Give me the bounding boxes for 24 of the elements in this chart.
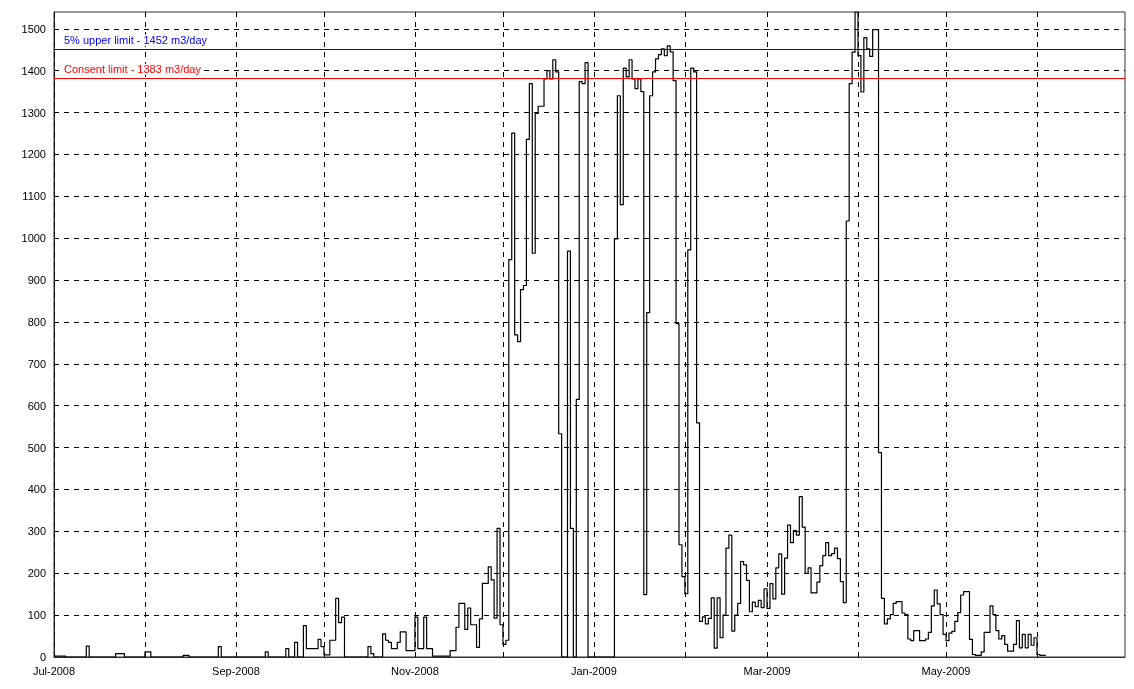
y-tick-label: 1300: [21, 106, 46, 119]
y-tick-label: 100: [27, 609, 46, 622]
y-tick-label: 600: [27, 399, 46, 412]
y-tick-label: 400: [27, 483, 46, 496]
x-tick-label: Nov-2008: [391, 664, 439, 677]
x-tick-label: Jan-2009: [570, 664, 617, 677]
y-tick-label: 1500: [21, 22, 46, 35]
y-tick-label: 0: [39, 651, 46, 663]
ref-line-label: 5% upper limit - 1452 m3/day: [64, 34, 208, 47]
y-tick-label: 700: [27, 357, 46, 370]
y-tick-label: 900: [27, 274, 46, 287]
y-tick-label: 1100: [22, 190, 46, 203]
x-tick-label: Mar-2009: [743, 664, 791, 677]
ref-line-label: Consent limit - 1383 m3/day: [64, 63, 202, 76]
y-tick-label: 300: [27, 525, 46, 538]
y-tick-label: 500: [27, 441, 46, 454]
y-tick-label: 1400: [21, 64, 46, 77]
y-tick-label: 1000: [21, 232, 46, 245]
y-tick-label: 200: [27, 567, 46, 580]
x-tick-label: May-2009: [921, 664, 971, 677]
x-tick-label: Sep-2008: [212, 664, 260, 677]
y-tick-label: 1200: [21, 148, 46, 161]
y-tick-label: 800: [27, 315, 46, 328]
x-tick-label: Jul-2008: [32, 664, 76, 677]
